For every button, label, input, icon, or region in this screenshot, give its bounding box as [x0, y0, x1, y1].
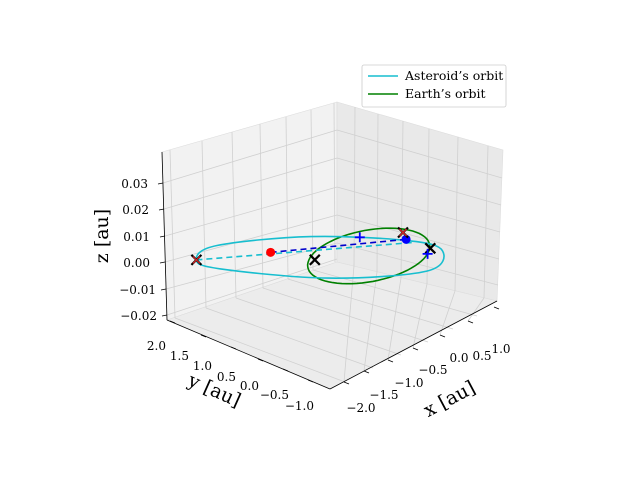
- x-tick-labels: −2.0 −1.5 −1.0 −0.5 0.0 0.5 1.0: [346, 342, 510, 415]
- y-tick-label: 0.5: [217, 370, 236, 384]
- y-axis-line: [166, 319, 331, 390]
- legend-label-asteroid: Asteroid’s orbit: [404, 68, 503, 83]
- earth-orbit-line: [306, 227, 431, 285]
- z-tick-mark: [159, 235, 166, 238]
- pane-walls: [161, 101, 504, 390]
- z-tick-mark: [159, 261, 166, 264]
- y-tick-labels: 2.0 1.5 1.0 0.5 0.0 −0.5 −1.0: [147, 339, 314, 413]
- x-tick-mark: [467, 320, 474, 324]
- y-tick-mark: [230, 346, 237, 350]
- data-layer: [190, 226, 445, 285]
- x-tick-label: −2.0: [346, 401, 375, 415]
- grid-line: [363, 271, 378, 372]
- grid-line: [336, 157, 502, 206]
- grid-line: [412, 283, 428, 349]
- plus-marker: [354, 232, 365, 243]
- y-tick-label: 0.0: [240, 379, 259, 393]
- grid-line: [169, 149, 176, 319]
- grid-line: [235, 297, 402, 356]
- x-tick-mark: [439, 334, 446, 338]
- z-tick-mark: [160, 288, 167, 291]
- asteroid-earth-dashed-line: [270, 238, 407, 254]
- x-tick-label: 1.0: [491, 342, 510, 356]
- z-axis-label: z [au]: [91, 209, 113, 263]
- grid-line: [439, 290, 456, 336]
- red-x-marker: [399, 228, 407, 237]
- x-tick-label: 0.0: [449, 351, 468, 365]
- y-tick-label: 1.0: [193, 359, 212, 373]
- grid-line: [454, 136, 459, 292]
- y-tick-label: 1.5: [170, 349, 189, 363]
- y-tick-mark: [282, 368, 289, 372]
- grid-line: [467, 297, 485, 322]
- grid-line: [163, 157, 338, 210]
- grid-line: [483, 145, 489, 299]
- grid-line: [387, 277, 402, 361]
- grid-line: [343, 265, 355, 383]
- x-tick-mark: [493, 306, 500, 310]
- grid-line: [336, 129, 503, 179]
- x-tick-mark: [387, 359, 394, 363]
- x-tick-mark: [363, 370, 370, 374]
- grid-line: [336, 186, 501, 233]
- z-tick-label: −0.01: [119, 283, 156, 297]
- z-tick-mark: [161, 314, 168, 317]
- grid-line: [259, 123, 264, 289]
- grid-line: [353, 106, 356, 267]
- grid-lines: [162, 102, 503, 383]
- red-x-marker: [192, 255, 201, 264]
- x-axis-label: x [au]: [420, 376, 479, 421]
- z-tick-mark: [157, 182, 164, 185]
- legend: Asteroid’s orbit Earth’s orbit: [361, 64, 507, 108]
- y-tick-label: 2.0: [147, 339, 166, 353]
- grid-line: [162, 129, 338, 184]
- grid-line: [400, 120, 404, 279]
- z-tick-label: −0.02: [120, 309, 157, 323]
- x-tick-mark: [412, 347, 419, 351]
- y-tick-mark: [307, 379, 314, 383]
- x-axis-line: [329, 300, 498, 390]
- x-tick-mark: [343, 381, 350, 385]
- plus-marker: [422, 248, 433, 259]
- z-tick-labels: 0.03 0.02 0.01 0.00 −0.01 −0.02: [119, 177, 157, 323]
- y-tick-mark: [200, 334, 207, 338]
- z-tick-label: 0.01: [123, 230, 150, 244]
- grid-line: [174, 317, 346, 383]
- grid-line: [310, 109, 314, 271]
- line-of-nodes-dashed: [196, 241, 414, 261]
- x-cross-marker: [309, 254, 321, 266]
- x-tick-label: 0.5: [472, 349, 491, 363]
- y-tick-mark: [169, 320, 176, 324]
- x-tick-label: −0.5: [418, 363, 447, 377]
- grid-line: [164, 186, 338, 237]
- y-tick-label: −0.5: [260, 388, 289, 402]
- y-tick-mark: [257, 358, 264, 362]
- legend-label-earth: Earth’s orbit: [405, 86, 486, 101]
- y-tick-label: −1.0: [285, 399, 314, 413]
- grid-line: [201, 140, 207, 309]
- grid-line: [336, 214, 500, 260]
- z-tick-label: 0.02: [122, 203, 149, 217]
- z-tick-label: 0.03: [121, 177, 148, 191]
- x-tick-label: −1.5: [369, 388, 398, 402]
- asteroid-orbit-line: [195, 235, 445, 279]
- x-tick-label: −1.0: [394, 376, 423, 390]
- grid-line: [333, 102, 336, 263]
- grid-line: [164, 214, 338, 263]
- grid-line: [287, 278, 454, 330]
- grid-line: [205, 307, 374, 369]
- grid-line: [262, 287, 429, 343]
- asteroid-position-point: [266, 247, 276, 257]
- z-tick-label: 0.00: [123, 256, 150, 270]
- tick-marks: [157, 182, 500, 385]
- z-tick-mark: [158, 208, 165, 211]
